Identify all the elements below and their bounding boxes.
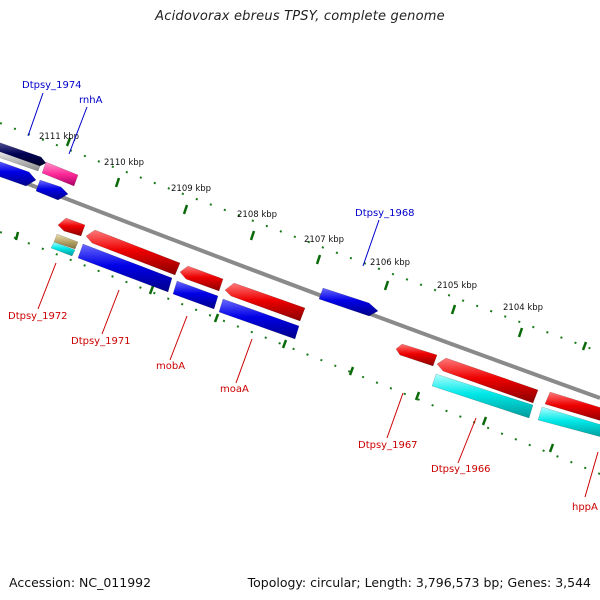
gene-labels: Dtpsy_1974 rnhA Dtpsy_1968 Dtpsy_1972 Dt…	[8, 80, 598, 513]
gene-rnha[interactable]	[41, 161, 79, 187]
tick-label: 2106 kbp	[370, 258, 410, 268]
gene-hppa-upper[interactable]	[544, 391, 600, 422]
genome-backbone	[0, 171, 600, 400]
tick-label: 2109 kbp	[171, 184, 211, 194]
gene-label: moaA	[220, 384, 249, 395]
tick-label: 2108 kbp	[237, 210, 277, 220]
map-title: Acidovorax ebreus TPSY, complete genome	[155, 9, 445, 24]
gene-dtpsy-1972-b[interactable]	[53, 233, 79, 250]
accession-label: Accession: NC_011992	[9, 575, 152, 590]
inner-strand-features	[50, 217, 600, 438]
gene-moaa-upper[interactable]	[224, 282, 306, 322]
gene-label: hppA	[572, 502, 598, 513]
gene-label: Dtpsy_1966	[431, 464, 491, 475]
gene-dtpsy-1972-c[interactable]	[50, 241, 76, 257]
gene-label: Dtpsy_1968	[355, 208, 415, 219]
gene-moba[interactable]	[172, 280, 219, 310]
gene-dtpsy-1971[interactable]	[77, 243, 173, 293]
gene-moba-upper[interactable]	[179, 265, 224, 292]
gene-unnamed-grey[interactable]	[0, 150, 41, 172]
tick-label: 2105 kbp	[437, 281, 477, 291]
major-ticks	[14, 137, 588, 453]
gene-dtpsy-1966-upper[interactable]	[436, 357, 539, 404]
gene-dtpsy-1971-upper[interactable]	[85, 229, 181, 276]
gene-moaa[interactable]	[218, 298, 300, 340]
tick-label: 2111 kbp	[39, 132, 79, 142]
gene-label: Dtpsy_1974	[22, 80, 82, 91]
gene-label: Dtpsy_1967	[358, 440, 418, 451]
gene-label: mobA	[156, 361, 185, 372]
tick-labels: 2111 kbp 2110 kbp 2109 kbp 2108 kbp 2107…	[39, 132, 543, 313]
genome-summary: Topology: circular; Length: 3,796,573 bp…	[247, 575, 591, 590]
gene-dtpsy-1972[interactable]	[57, 217, 86, 237]
inner-ruler	[0, 231, 600, 475]
gene-dtpsy-1966[interactable]	[431, 373, 534, 419]
tick-label: 2104 kbp	[503, 303, 543, 313]
gene-forward-a[interactable]	[0, 160, 37, 187]
gene-dtpsy-1974[interactable]	[0, 141, 47, 168]
tick-label: 2110 kbp	[104, 158, 144, 168]
gene-forward-b[interactable]	[35, 179, 69, 201]
outer-strand-features	[0, 141, 379, 317]
gene-dtpsy-1968[interactable]	[318, 287, 379, 317]
gene-hppa[interactable]	[537, 406, 600, 438]
tick-label: 2107 kbp	[304, 235, 344, 245]
gene-label: Dtpsy_1971	[71, 336, 131, 347]
gene-label: rnhA	[79, 95, 103, 106]
gene-label: Dtpsy_1972	[8, 311, 68, 322]
outer-ruler	[0, 122, 600, 353]
label-leaders	[27, 92, 599, 498]
gene-dtpsy-1967[interactable]	[395, 343, 438, 367]
